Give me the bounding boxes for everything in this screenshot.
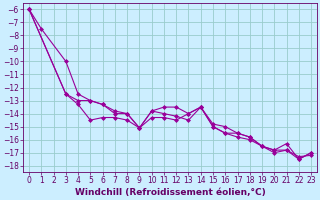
- X-axis label: Windchill (Refroidissement éolien,°C): Windchill (Refroidissement éolien,°C): [75, 188, 266, 197]
